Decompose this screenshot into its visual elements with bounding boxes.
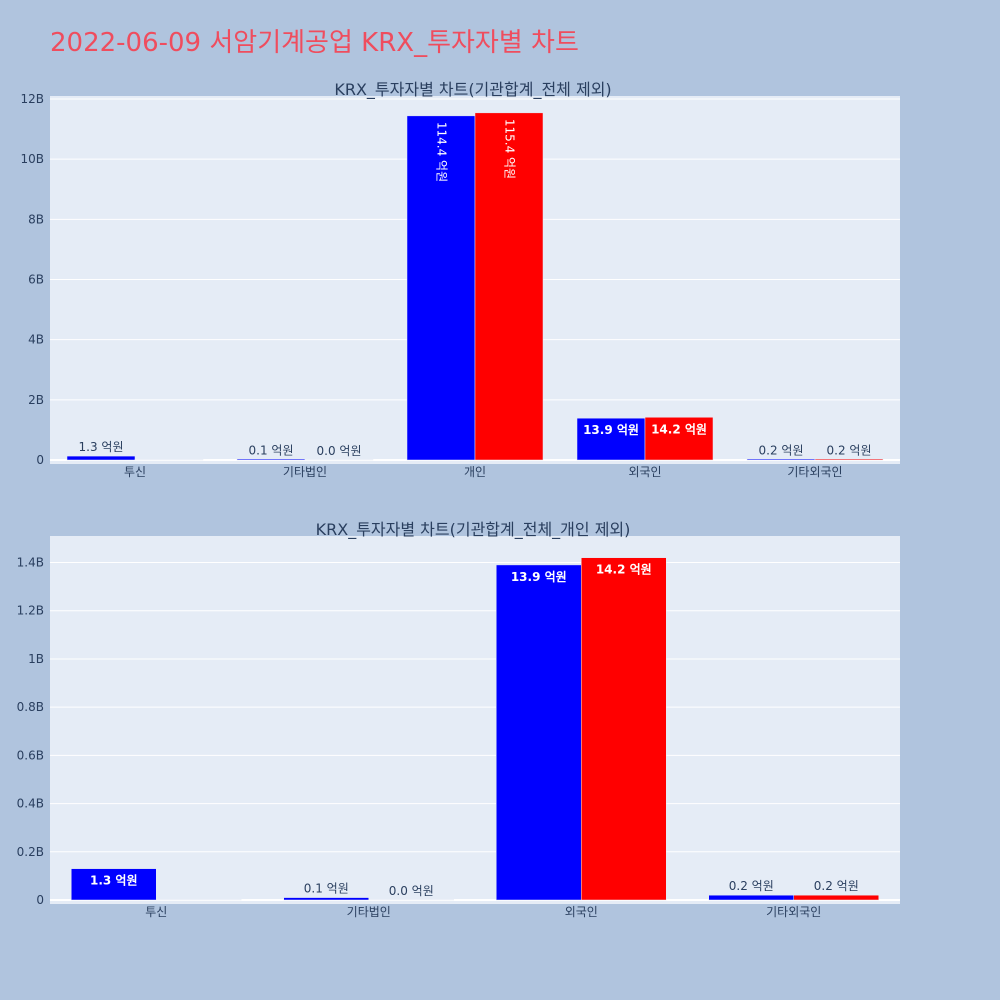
x-tick-label: 기타외국인 [766,905,821,919]
x-tick-label: 외국인 [565,905,598,919]
data-label: 13.9 억원 [583,423,639,437]
y-tick-label: 0.4B [17,797,44,811]
chart-excluding-individual: 0 0.2B 0.4B 0.6B 0.8B 1B 1.2B 1.4B KRX_투자자별 차트(기… [17,520,900,919]
data-label: 0.1 억원 [249,444,294,458]
x-tick-label: 기타법인 [347,905,391,919]
y-tick-label: 1B [28,652,44,666]
bar [496,564,582,901]
y-tick-label: 0.2B [17,845,44,859]
bar [576,417,646,461]
data-label: 0.0 억원 [317,444,362,458]
y-tick-label: 1.4B [17,556,44,570]
bar [156,899,242,901]
bar [66,455,136,461]
y-tick-label: 0 [36,893,44,907]
x-tick-label: 개인 [464,465,486,479]
data-label: 1.3 억원 [79,440,124,454]
plot-area [50,536,900,904]
bar [304,459,374,461]
y-tick-label: 10B [20,152,44,166]
page-title: 2022-06-09 서암기계공업 KRX_투자자별 차트 [50,28,579,58]
y-tick-label: 6B [28,273,44,287]
data-label: 0.2 억원 [759,443,804,457]
chart-all-investors: 0 2B 4B 6B 8B 10B 12B KRX_투자자별 차트(기관합계_전체 제외) 투신… [20,80,900,479]
bar [283,897,369,901]
bar [581,557,667,901]
data-label: 0.2 억원 [827,443,872,457]
data-label: 0.2 억원 [729,879,774,893]
y-tick-label: 8B [28,212,44,226]
data-label: 0.1 억원 [304,882,349,896]
y-tick-label: 12B [20,92,44,106]
y-tick-label: 2B [28,393,44,407]
chart-title: KRX_투자자별 차트(기관합계_전체_개인 제외) [316,520,631,540]
data-label: 115.4 억원 [503,119,517,179]
x-tick-label: 투신 [124,465,146,479]
bar [708,894,794,901]
y-tick-label: 4B [28,333,44,347]
data-label: 14.2 억원 [596,563,652,577]
bar [746,458,816,461]
bar [71,868,157,901]
x-tick-label: 기타법인 [283,465,327,479]
y-tick-label: 0 [36,453,44,467]
y-tick-label: 1.2B [17,604,44,618]
data-label: 0.2 억원 [814,879,859,893]
bar [474,112,544,461]
bar [134,459,204,461]
bar [644,417,714,461]
bar [368,899,454,901]
data-label: 13.9 억원 [511,570,567,584]
x-tick-label: 기타외국인 [787,465,842,479]
y-tick-label: 0.8B [17,700,44,714]
y-tick-label: 0.6B [17,748,44,762]
bar [236,458,306,461]
bar [406,115,476,461]
data-label: 114.4 억원 [435,122,449,182]
data-label: 14.2 억원 [651,422,707,436]
bar [793,894,879,901]
chart-title: KRX_투자자별 차트(기관합계_전체 제외) [334,80,611,100]
bar [814,458,884,461]
data-label: 1.3 억원 [90,874,138,888]
x-tick-label: 외국인 [628,465,661,479]
data-label: 0.0 억원 [389,884,434,898]
x-tick-label: 투신 [145,905,167,919]
